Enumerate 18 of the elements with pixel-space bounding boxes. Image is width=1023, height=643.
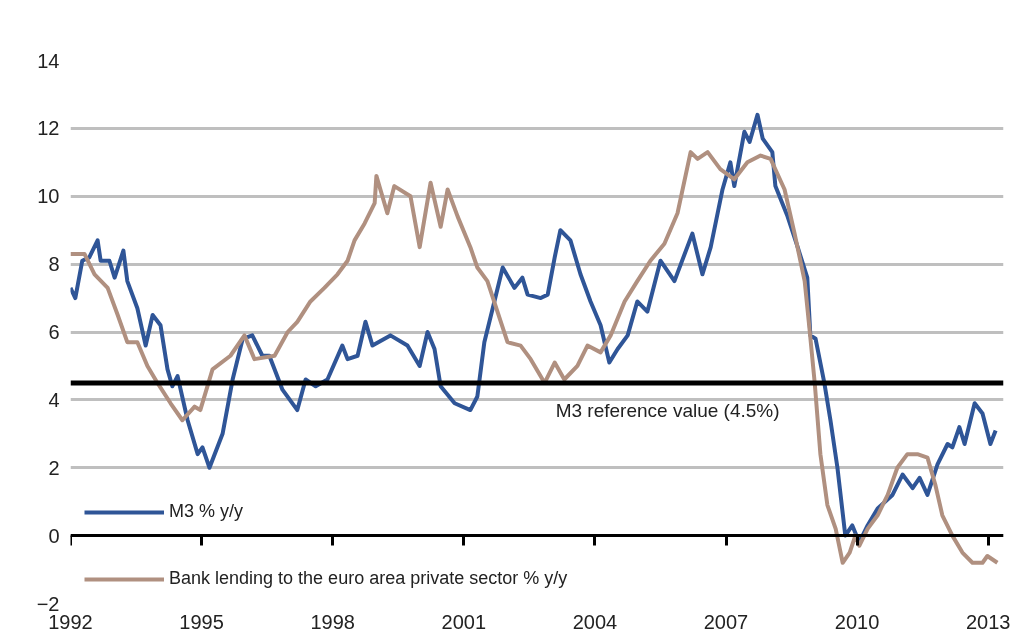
x-tick-label: 2010 — [834, 610, 880, 633]
legend-label: M3 % y/y — [169, 501, 244, 522]
y-tick-label: 10 — [37, 185, 60, 208]
y-tick-label: 8 — [48, 253, 60, 276]
x-tick-label: 2007 — [703, 610, 749, 633]
x-tick-label: 2001 — [441, 610, 487, 633]
y-tick-label: 0 — [48, 524, 60, 547]
x-tick-label: 2004 — [572, 610, 618, 633]
y-tick-label: 12 — [37, 117, 60, 140]
x-tick-label: 1995 — [179, 610, 224, 633]
y-tick-label: 6 — [48, 321, 60, 343]
y-tick-label: 4 — [48, 388, 60, 411]
y-tick-label: 14 — [37, 49, 60, 72]
x-tick-label: 1998 — [310, 610, 355, 633]
ref-line-label: M3 reference value (4.5%) — [555, 399, 780, 421]
y-tick-label: 2 — [48, 456, 60, 479]
legend-label: Bank lending to the euro area private sector % y/y — [169, 568, 568, 589]
x-tick-label: 2013 — [965, 610, 1011, 633]
